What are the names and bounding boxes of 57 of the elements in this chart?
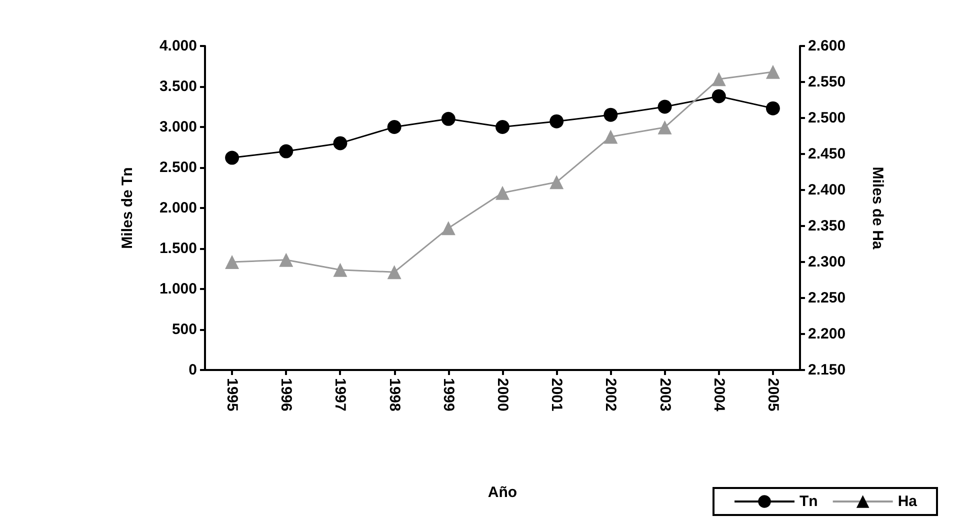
x-tick-label: 2003: [656, 378, 674, 412]
legend-label: Ha: [898, 493, 918, 510]
y-tick-label: 3.000: [159, 118, 197, 136]
y2-tick-label: 2.500: [808, 110, 846, 126]
y-tick-label: 2.000: [159, 200, 197, 216]
x-axis-title: Año: [488, 484, 518, 501]
y2-tick-label: 2.550: [808, 74, 846, 90]
x-tick-label: 1998: [386, 378, 403, 412]
y2-axis-title: Miles de Ha: [869, 166, 886, 250]
y-tick-label: 2.500: [159, 159, 197, 176]
legend-label: Tn: [800, 493, 818, 510]
x-tick-label: 1995: [224, 378, 241, 412]
x-tick-label: 2000: [494, 378, 511, 412]
y-tick-label: 500: [172, 321, 197, 338]
point: [441, 112, 456, 126]
y2-tick-label: 2.600: [808, 38, 846, 54]
point: [550, 114, 564, 128]
x-tick-label: 1996: [278, 378, 295, 412]
point: [387, 120, 402, 134]
point: [496, 186, 510, 200]
y2-tick-label: 2.150: [808, 362, 846, 378]
y-tick-label: 1.000: [159, 280, 197, 298]
point: [333, 136, 348, 150]
y-axis-title: Miles de Tn: [119, 167, 136, 249]
point: [766, 64, 780, 79]
x-tick-label: 1997: [332, 378, 349, 412]
y2-tick-label: 2.250: [808, 290, 846, 306]
y-tick-label: 4.000: [159, 38, 197, 54]
point: [712, 89, 726, 104]
point: [225, 150, 240, 165]
y2-tick-label: 2.350: [808, 218, 846, 234]
y2-tick-label: 2.300: [808, 254, 846, 270]
x-tick-label: 2002: [602, 378, 620, 412]
point: [604, 130, 618, 144]
point: [441, 221, 456, 236]
point: [604, 108, 618, 122]
x-tick-label: 2004: [710, 378, 728, 412]
point: [496, 120, 510, 134]
point: [712, 72, 726, 86]
point: [550, 175, 564, 190]
y-tick-label: 3.500: [159, 78, 197, 95]
point: [279, 252, 294, 267]
point: [658, 100, 672, 114]
point: [225, 255, 240, 269]
point: [279, 144, 294, 158]
y-tick-label: 0: [188, 362, 197, 378]
point: [766, 101, 780, 116]
y2-tick-label: 2.200: [808, 326, 846, 342]
y-tick-label: 1.500: [159, 240, 197, 257]
y2-tick-label: 2.450: [808, 146, 846, 162]
point: [333, 262, 348, 277]
point: [387, 265, 402, 280]
x-tick-label: 1999: [440, 378, 457, 412]
x-tick-label: 2005: [764, 378, 782, 412]
point: [658, 120, 672, 134]
y2-tick-label: 2.400: [808, 182, 846, 198]
x-tick-label: 2001: [548, 378, 566, 412]
